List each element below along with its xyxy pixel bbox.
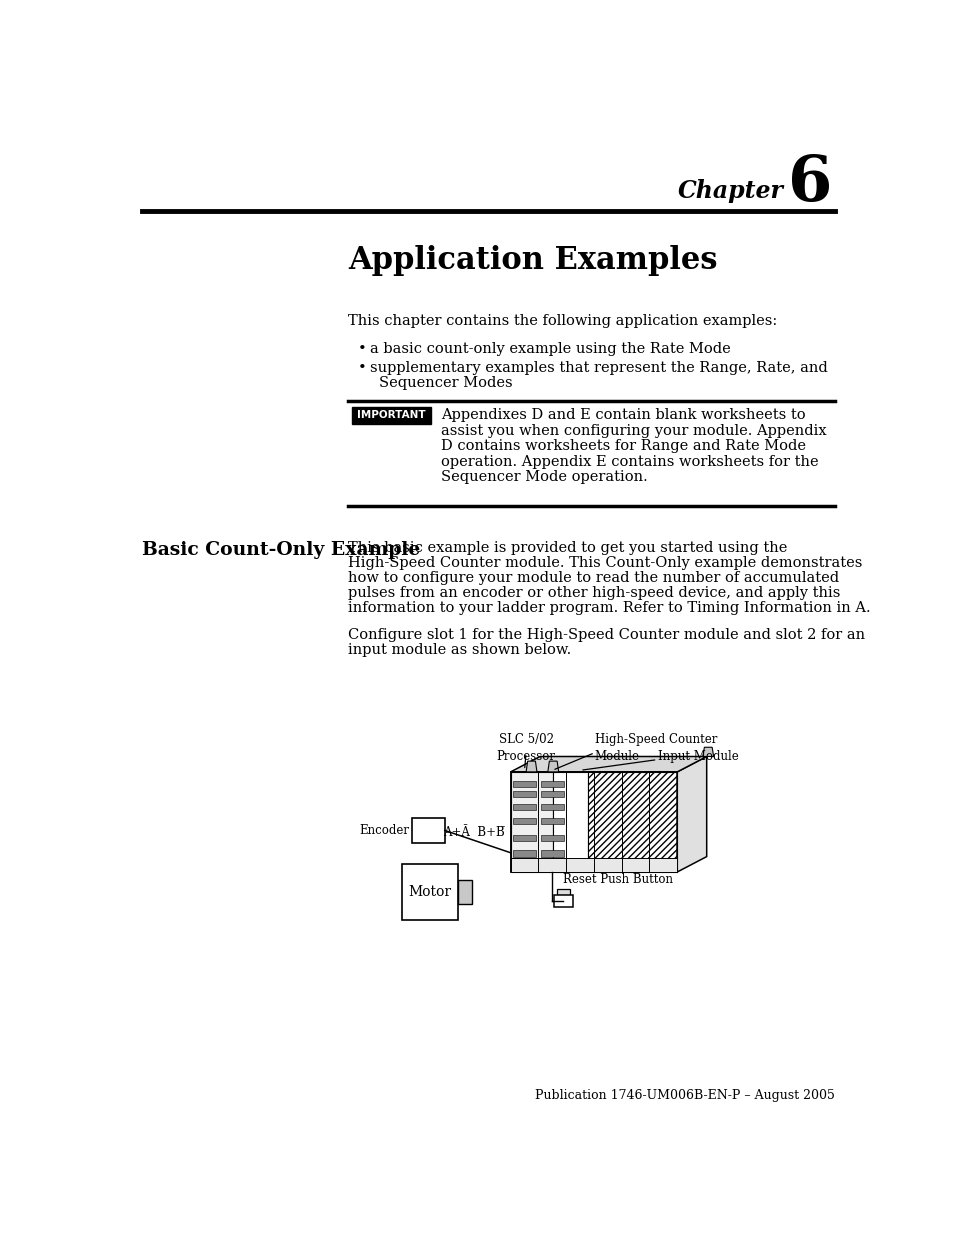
Text: Encoder: Encoder [358, 824, 409, 837]
Text: how to configure your module to read the number of accumulated: how to configure your module to read the… [348, 571, 838, 585]
Bar [513, 782, 536, 787]
Text: IMPORTANT: IMPORTANT [356, 410, 425, 420]
Text: supplementary examples that represent the Range, Rate, and: supplementary examples that represent th… [369, 361, 826, 374]
Text: Sequencer Mode operation.: Sequencer Mode operation. [440, 471, 647, 484]
Bar [457, 879, 472, 904]
Text: This basic example is provided to get you started using the: This basic example is provided to get yo… [348, 541, 786, 555]
Bar [510, 772, 677, 872]
Text: a basic count-only example using the Rate Mode: a basic count-only example using the Rat… [369, 342, 730, 356]
Bar [513, 835, 536, 841]
Bar [510, 772, 553, 872]
Bar [540, 792, 563, 798]
Bar [412, 818, 444, 842]
Bar [540, 835, 563, 841]
Polygon shape [525, 761, 537, 772]
Text: High-Speed Counter module. This Count-Only example demonstrates: High-Speed Counter module. This Count-On… [348, 556, 862, 569]
Bar [402, 864, 457, 920]
Bar [513, 792, 536, 798]
Text: 6: 6 [787, 153, 831, 214]
Text: •: • [357, 361, 366, 374]
Text: operation. Appendix E contains worksheets for the: operation. Appendix E contains worksheet… [440, 454, 818, 468]
Text: Input Module: Input Module [657, 751, 738, 763]
Text: SLC 5/02
Processor: SLC 5/02 Processor [497, 734, 555, 763]
Text: assist you when configuring your module. Appendix: assist you when configuring your module.… [440, 424, 825, 438]
Bar [553, 772, 587, 872]
Text: Basic Count-Only Example: Basic Count-Only Example [142, 541, 420, 559]
Bar [557, 889, 569, 895]
Text: Chapter: Chapter [678, 179, 783, 203]
Polygon shape [677, 757, 706, 872]
Text: Reset Push Button: Reset Push Button [562, 873, 673, 885]
Bar [540, 804, 563, 810]
Polygon shape [510, 757, 706, 772]
Bar [510, 858, 677, 872]
Polygon shape [547, 761, 558, 772]
Text: information to your ladder program. Refer to Timing Information in A.: information to your ladder program. Refe… [348, 601, 869, 615]
Text: High-Speed Counter
Module: High-Speed Counter Module [595, 734, 717, 763]
Text: •: • [357, 342, 366, 356]
Text: Sequencer Modes: Sequencer Modes [378, 377, 512, 390]
Text: A+Ā  B+B̅: A+Ā B+B̅ [442, 825, 504, 839]
Bar [540, 818, 563, 824]
Text: D contains worksheets for Range and Rate Mode: D contains worksheets for Range and Rate… [440, 440, 805, 453]
Text: Configure slot 1 for the High-Speed Counter module and slot 2 for an: Configure slot 1 for the High-Speed Coun… [348, 627, 864, 641]
Bar [540, 851, 563, 857]
Text: Application Examples: Application Examples [348, 246, 717, 277]
Text: Publication 1746-UM006B-EN-P – August 2005: Publication 1746-UM006B-EN-P – August 20… [535, 1089, 835, 1102]
Bar [554, 895, 572, 908]
Bar [352, 406, 431, 424]
Text: Appendixes D and E contain blank worksheets to: Appendixes D and E contain blank workshe… [440, 409, 804, 422]
Polygon shape [702, 747, 713, 757]
Text: pulses from an encoder or other high-speed device, and apply this: pulses from an encoder or other high-spe… [348, 585, 840, 600]
Text: This chapter contains the following application examples:: This chapter contains the following appl… [348, 314, 777, 327]
Bar [513, 851, 536, 857]
Text: input module as shown below.: input module as shown below. [348, 642, 571, 657]
Text: Motor: Motor [408, 885, 451, 899]
Bar [513, 818, 536, 824]
Bar [540, 782, 563, 787]
Bar [510, 772, 677, 872]
Bar [513, 804, 536, 810]
Bar [587, 772, 677, 872]
